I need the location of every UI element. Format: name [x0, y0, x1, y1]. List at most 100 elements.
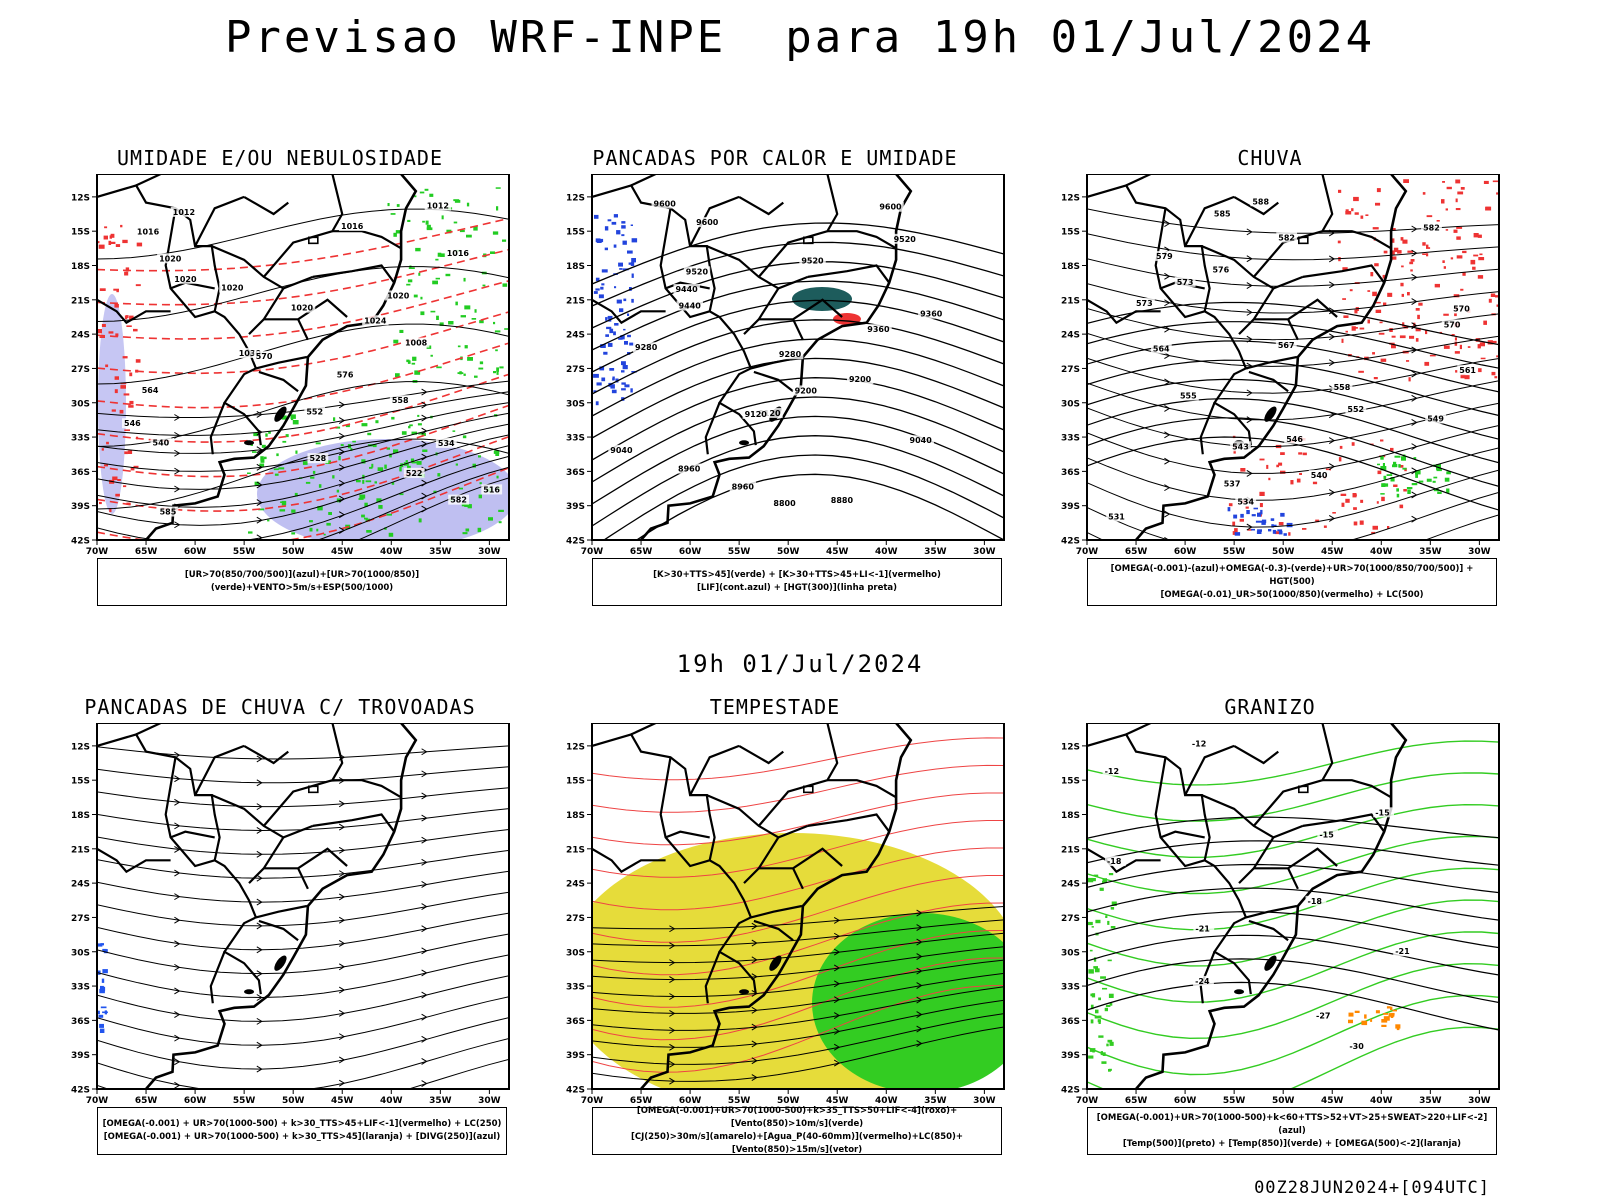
- contour-line: [592, 435, 1004, 527]
- shade-cell: [607, 342, 613, 347]
- shade-cell: [1337, 240, 1341, 244]
- shade-cell: [1091, 926, 1094, 928]
- lon-tick-label: 40W: [875, 1096, 898, 1106]
- shade-cell: [1087, 921, 1093, 926]
- lon-tick-label: 70W: [86, 547, 109, 557]
- shade-cell: [621, 388, 626, 391]
- flow-arrow: [256, 463, 263, 471]
- contour-value-label: 1016: [341, 222, 364, 231]
- contour-value-label: 9600: [696, 218, 719, 227]
- panel-umidade: UMIDADE E/OU NEBULOSIDADE 1012 1012 1016 10…: [60, 146, 510, 626]
- flow-arrow: [421, 1035, 428, 1043]
- contour-value-label: 9200: [849, 375, 872, 384]
- shade-cell: [1091, 993, 1096, 998]
- shade-cell: [350, 448, 353, 451]
- shade-cell: [362, 474, 365, 479]
- flow-arrow: [174, 1034, 181, 1042]
- flow-arrow: [338, 800, 346, 808]
- flow-arrow: [1411, 515, 1418, 523]
- shade-cell: [361, 514, 365, 518]
- shade-cell: [1426, 215, 1433, 218]
- shade-cell: [445, 273, 451, 277]
- shade-cell: [1487, 340, 1493, 345]
- shade-cell: [1372, 525, 1378, 530]
- shade-cell: [1479, 342, 1485, 347]
- shade-cell: [631, 371, 637, 373]
- shade-cell: [424, 188, 429, 191]
- shade-cell: [1392, 1009, 1397, 1012]
- country-border: [312, 813, 396, 833]
- contour-line: [592, 875, 1004, 943]
- country-border: [255, 355, 308, 370]
- shade-cell: [1456, 236, 1461, 240]
- contour-line: [592, 957, 1004, 1041]
- lon-tick-label: 35W: [924, 1096, 947, 1106]
- map-frame: [96, 723, 510, 1090]
- shade-cell: [630, 388, 633, 393]
- legend-line: [UR>70(850/700/500)](azul)+[UR>70(1000/8…: [184, 570, 420, 593]
- country-border: [630, 723, 659, 736]
- flow-arrow: [751, 1023, 758, 1031]
- shade-cell: [1384, 1016, 1390, 1021]
- contour-line: [592, 737, 1004, 781]
- country-border: [665, 830, 710, 839]
- shade-cell: [1239, 518, 1244, 522]
- flow-arrow: [833, 1027, 841, 1035]
- shade-cell: [1398, 464, 1401, 468]
- flow-arrow: [338, 1009, 346, 1017]
- shade-cell: [413, 294, 418, 298]
- contour-value-label: 522: [406, 469, 423, 478]
- shade-cell: [1426, 478, 1432, 482]
- shade-cell: [1492, 340, 1497, 344]
- flow-arrow: [751, 922, 758, 930]
- flow-arrow: [257, 1090, 262, 1096]
- flow-arrow: [421, 748, 428, 756]
- flow-arrow: [1411, 273, 1418, 281]
- shade-cell: [1390, 1006, 1393, 1011]
- flow-arrow: [174, 916, 181, 924]
- shade-cell: [369, 466, 373, 469]
- flow-arrow: [1164, 431, 1171, 439]
- contour-line: [1087, 994, 1499, 1076]
- shade-cell: [630, 224, 633, 226]
- shade-cell: [356, 480, 361, 483]
- country-border: [1199, 402, 1216, 455]
- contour-line: [97, 342, 509, 409]
- shade-cell: [426, 224, 431, 230]
- shade-cell: [1093, 966, 1098, 969]
- lon-tick-label: 55W: [728, 1096, 751, 1106]
- shade-cell: [1092, 1050, 1095, 1053]
- shade-cell: [1418, 302, 1423, 306]
- legend-line: [OMEGA(-0.001)+UR>70(1000-500)+k>35_TTS>…: [636, 1106, 958, 1129]
- contour-line: [592, 319, 1004, 395]
- flow-arrow: [338, 846, 346, 854]
- lat-tick-label: 12S: [1061, 742, 1080, 752]
- shade-cell: [282, 440, 287, 443]
- country-border: [827, 779, 897, 799]
- contour-value-label: 585: [1214, 210, 1231, 219]
- shade-cell: [466, 234, 472, 238]
- lat-tick-label: 36S: [566, 468, 585, 478]
- shade-cell: [420, 296, 423, 300]
- lat-tick-label: 18S: [566, 262, 585, 272]
- lon-tick-label: 50W: [777, 1096, 800, 1106]
- country-border: [209, 951, 226, 1004]
- country-border: [689, 195, 740, 247]
- shade-cell: [1446, 488, 1450, 493]
- shade-cell: [387, 203, 390, 207]
- shade-cell: [1460, 288, 1464, 291]
- shade-cell: [1375, 202, 1381, 206]
- lat-tick-label: 21S: [566, 296, 585, 306]
- shade-cell: [609, 368, 615, 371]
- shade-cell: [621, 221, 626, 224]
- country-border: [689, 744, 740, 796]
- streamline: [97, 829, 509, 855]
- df-box: [308, 785, 319, 794]
- shade-cell: [309, 520, 313, 523]
- shade-cell: [1370, 272, 1374, 277]
- streamline: [592, 972, 1004, 1014]
- country-border: [211, 794, 314, 839]
- flow-arrow: [916, 967, 923, 975]
- shade-cell: [1255, 520, 1262, 523]
